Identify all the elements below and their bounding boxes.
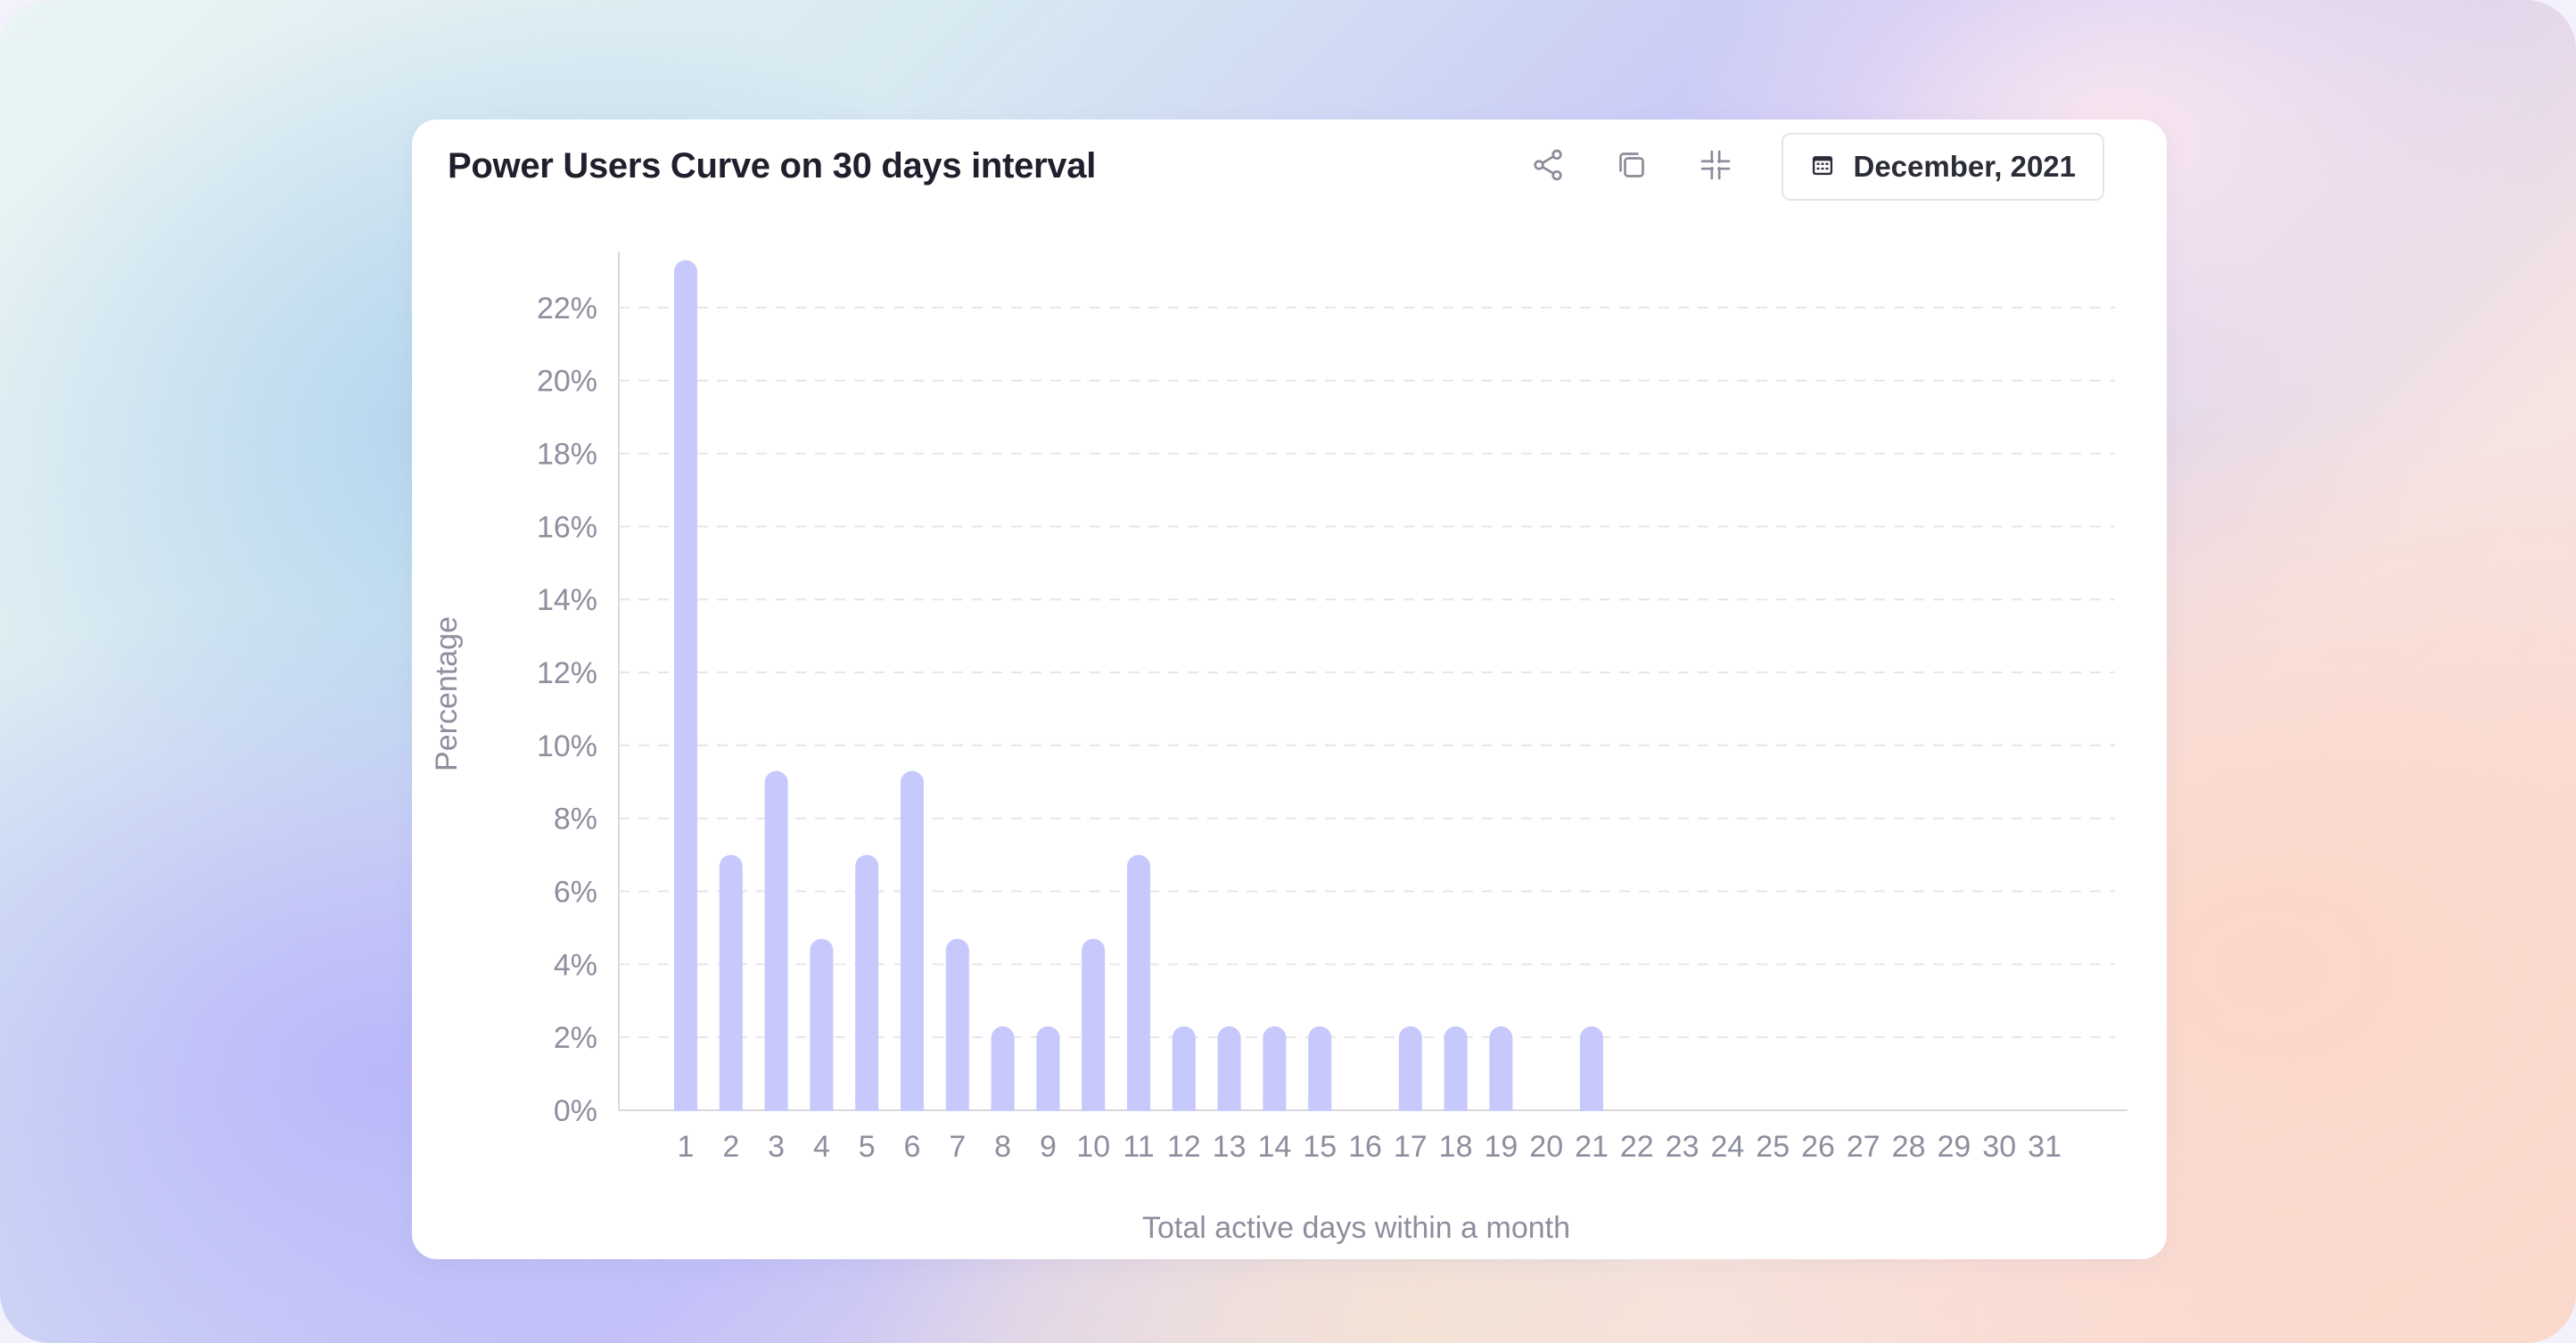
bar-base <box>1127 1099 1150 1111</box>
bar-base <box>1398 1099 1422 1111</box>
x-tick-label: 18 <box>1439 1130 1473 1164</box>
bar-base <box>1217 1099 1241 1111</box>
y-tick-label: 14% <box>537 583 597 617</box>
bar <box>719 854 743 1111</box>
bar <box>1263 1026 1287 1111</box>
x-tick-label: 31 <box>2028 1130 2062 1164</box>
y-tick-label: 4% <box>554 948 597 982</box>
bar <box>945 938 969 1111</box>
x-tick-label: 6 <box>904 1130 921 1164</box>
x-tick-label: 30 <box>1982 1130 2016 1164</box>
y-tick-label: 12% <box>537 656 597 690</box>
share-icon <box>1530 147 1566 187</box>
slack-icon <box>1698 147 1733 187</box>
y-tick-label: 18% <box>537 438 597 472</box>
bar-base <box>1444 1099 1468 1111</box>
bar <box>1489 1026 1513 1111</box>
bar <box>1172 1026 1196 1111</box>
bar <box>1082 938 1106 1111</box>
bar <box>1217 1026 1241 1111</box>
x-tick-label: 14 <box>1257 1130 1291 1164</box>
x-tick-label: 9 <box>1040 1130 1057 1164</box>
y-tick-label: 16% <box>537 510 597 544</box>
bar <box>1444 1026 1468 1111</box>
x-tick-label: 28 <box>1892 1130 1926 1164</box>
x-tick-label: 21 <box>1575 1130 1609 1164</box>
x-tick-label: 3 <box>768 1130 785 1164</box>
x-tick-label: 20 <box>1529 1130 1563 1164</box>
x-tick-label: 11 <box>1123 1130 1154 1164</box>
date-picker-label: December, 2021 <box>1853 150 2076 183</box>
x-tick-label: 23 <box>1666 1130 1700 1164</box>
bar-base <box>719 1099 743 1111</box>
x-tick-label: 24 <box>1710 1130 1744 1164</box>
bar <box>1580 1026 1603 1111</box>
bar-base <box>1172 1099 1196 1111</box>
bar <box>674 260 697 1111</box>
bar-base <box>674 1099 697 1111</box>
x-tick-label: 27 <box>1847 1130 1881 1164</box>
x-tick-label: 17 <box>1394 1130 1428 1164</box>
bar-base <box>1263 1099 1287 1111</box>
bar-base <box>810 1099 834 1111</box>
x-tick-label: 4 <box>813 1130 830 1164</box>
calendar-icon <box>1810 152 1853 182</box>
bar-base <box>764 1099 788 1111</box>
x-tick-label: 8 <box>994 1130 1011 1164</box>
bar-base <box>1308 1099 1332 1111</box>
y-tick-label: 0% <box>554 1094 597 1128</box>
y-tick-label: 6% <box>554 876 597 910</box>
bar <box>991 1026 1015 1111</box>
y-tick-label: 20% <box>537 365 597 399</box>
bar-base <box>945 1099 969 1111</box>
date-picker-button[interactable]: December, 2021 <box>1782 133 2104 201</box>
bar-base <box>1082 1099 1106 1111</box>
copy-button[interactable] <box>1607 142 1657 192</box>
y-axis-title: Percentage <box>430 616 464 771</box>
chart-card: 0% 2% 4% 6% 8% 10% 12% 14% 16% 18% 20% 22% 1 2 3 4 5 6 7 8 9… <box>412 119 2167 1259</box>
y-tick-label: 10% <box>537 729 597 763</box>
bar <box>1036 1026 1060 1111</box>
y-tick-label: 2% <box>554 1021 597 1055</box>
x-tick-label: 7 <box>949 1130 966 1164</box>
bar <box>810 938 834 1111</box>
bar <box>1127 854 1150 1111</box>
x-tick-label: 29 <box>1937 1130 1971 1164</box>
x-tick-label: 2 <box>722 1130 739 1164</box>
bar <box>1398 1026 1422 1111</box>
x-tick-label: 15 <box>1303 1130 1337 1164</box>
x-tick-label: 10 <box>1076 1130 1110 1164</box>
bar-base <box>855 1099 879 1111</box>
power-users-chart: 0%2%4%6%8%10%12%14%16%18%20%22%1 2 3 4 5 6 7 8 9… <box>430 251 2127 1245</box>
bar-base <box>901 1099 924 1111</box>
card-toolbar: December, 2021 <box>1523 133 2104 201</box>
x-tick-label: 5 <box>859 1130 876 1164</box>
bar-base <box>1036 1099 1060 1111</box>
copy-icon <box>1614 147 1650 187</box>
y-tick-label: 22% <box>537 292 597 325</box>
x-tick-label: 22 <box>1620 1130 1654 1164</box>
slack-button[interactable] <box>1691 142 1741 192</box>
chart-title: Power Users Curve on 30 days interval <box>448 146 1097 185</box>
x-axis-title: Total active days within a month <box>1142 1211 1570 1245</box>
bar-base <box>1489 1099 1513 1111</box>
y-tick-label: 8% <box>554 803 597 836</box>
bar-base <box>991 1099 1015 1111</box>
x-tick-label: 16 <box>1348 1130 1382 1164</box>
x-tick-label: 26 <box>1801 1130 1835 1164</box>
x-tick-label: 19 <box>1484 1130 1518 1164</box>
bar <box>1308 1026 1332 1111</box>
x-tick-label: 1 <box>678 1130 695 1164</box>
bar <box>901 770 924 1111</box>
x-tick-label: 12 <box>1167 1130 1201 1164</box>
bar <box>764 770 788 1111</box>
bar-base <box>1580 1099 1603 1111</box>
x-tick-label: 13 <box>1213 1130 1247 1164</box>
x-tick-label: 25 <box>1756 1130 1790 1164</box>
share-button[interactable] <box>1523 142 1573 192</box>
bar <box>855 854 879 1111</box>
